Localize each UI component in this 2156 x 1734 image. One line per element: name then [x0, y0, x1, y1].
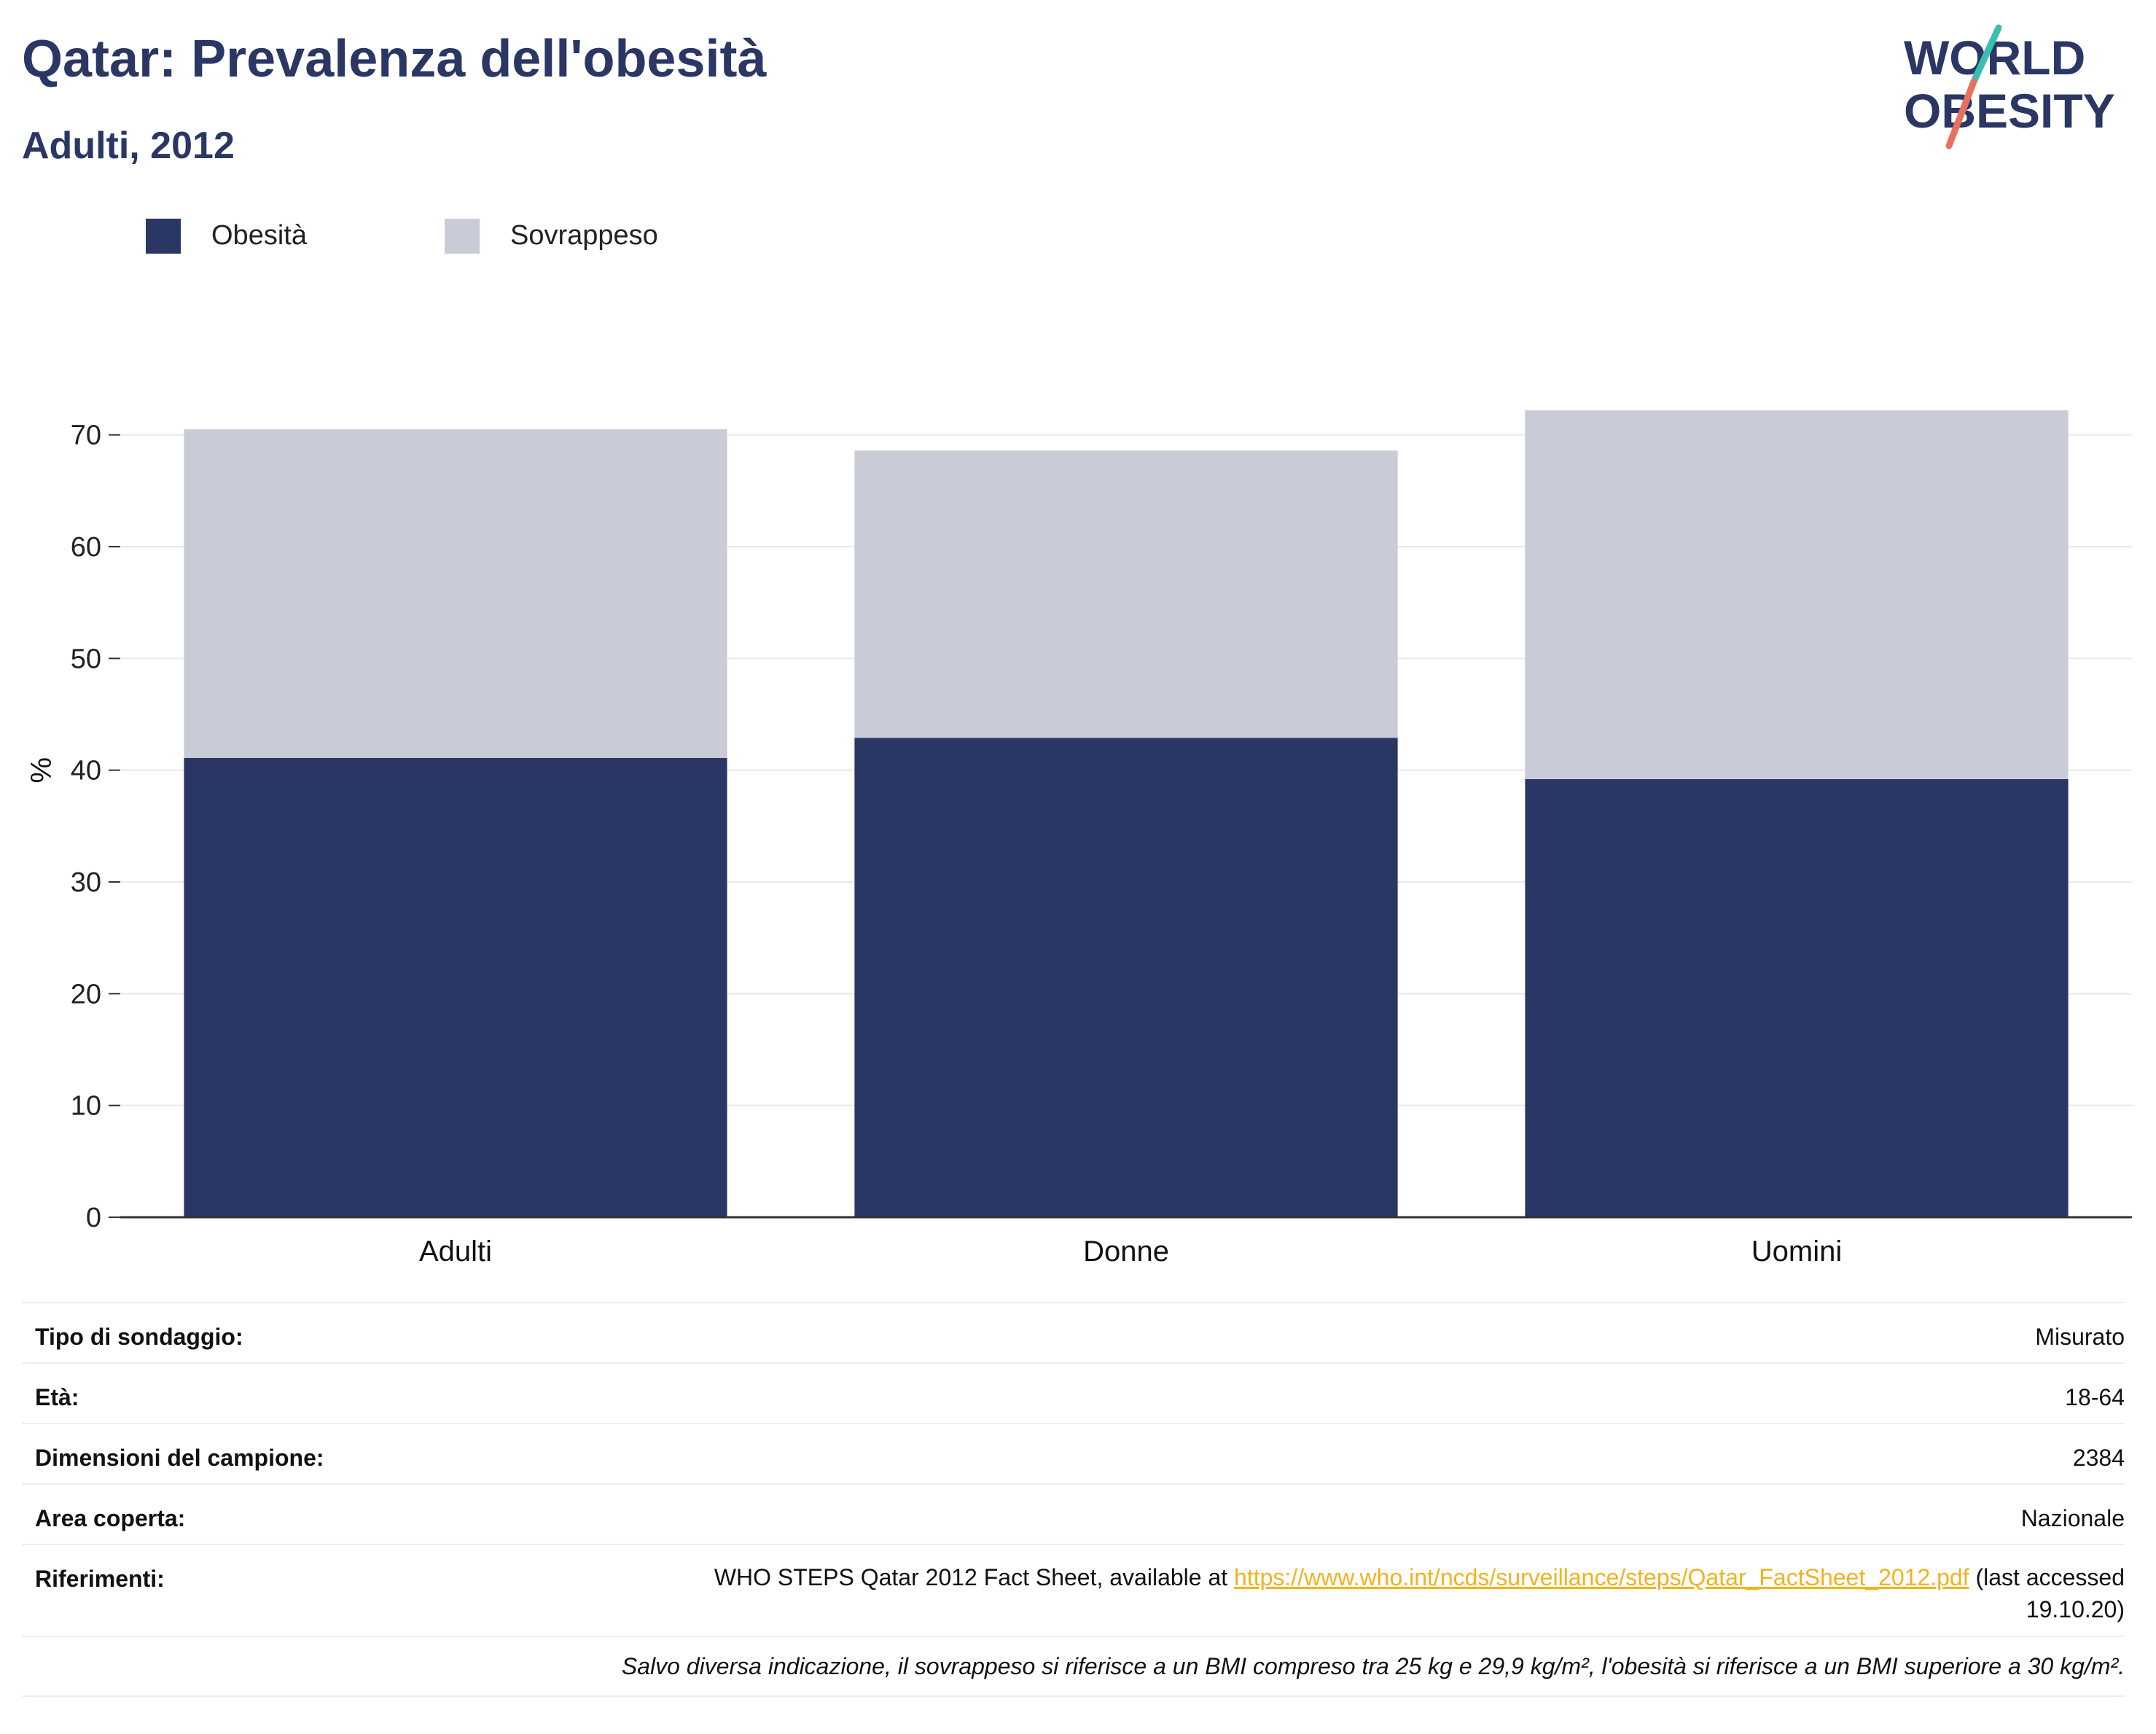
legend-label-overweight: Sovrappeso: [510, 220, 658, 251]
y-tick-label: 30: [71, 867, 101, 898]
survey-type-label: Tipo di sondaggio:: [35, 1324, 243, 1350]
sample-size-label: Dimensioni del campione:: [35, 1445, 324, 1471]
bar-overweight-adulti: [184, 429, 727, 758]
chart-title: Qatar: Prevalenza dell'obesità: [22, 30, 767, 88]
axes: 0 10 20 30 40 50 60 70 Adulti Donne Uomini: [71, 421, 2132, 1268]
y-tick-label: 20: [71, 979, 101, 1009]
age-label: Età:: [35, 1384, 79, 1410]
info-row-survey-type: Tipo di sondaggio: Misurato: [22, 1303, 2125, 1364]
references-text: WHO STEPS Qatar 2012 Fact Sheet, availab…: [714, 1564, 1235, 1590]
age-value: 18-64: [2065, 1384, 2125, 1410]
x-tick-label: Uomini: [1751, 1235, 1842, 1268]
bar-obesity-adulti: [184, 757, 727, 1217]
chart-subtitle: Adulti, 2012: [22, 125, 235, 167]
references-label: Riferimenti:: [35, 1566, 165, 1592]
x-tick-label: Donne: [1083, 1235, 1169, 1268]
survey-type-value: Misurato: [2035, 1324, 2125, 1350]
references-value: WHO STEPS Qatar 2012 Fact Sheet, availab…: [667, 1561, 2125, 1625]
area-value: Nazionale: [2020, 1505, 2125, 1531]
y-axis-label: %: [26, 757, 58, 784]
y-tick-label: 10: [71, 1091, 101, 1122]
bar-obesity-uomini: [1525, 778, 2069, 1217]
y-tick-label: 50: [71, 644, 101, 674]
definition-note-row: Salvo diversa indicazione, il sovrappeso…: [22, 1637, 2125, 1697]
references-text-after: (last accessed 19.10.20): [1969, 1564, 2125, 1622]
legend-label-obesity: Obesità: [211, 220, 307, 251]
info-row-references: Riferimenti: WHO STEPS Qatar 2012 Fact S…: [22, 1545, 2125, 1637]
y-tick-label: 60: [71, 532, 101, 563]
logo-slash-coral: [1945, 78, 1977, 149]
area-label: Area coperta:: [35, 1505, 186, 1531]
logo-text-obesity: OBESITY: [1904, 84, 2115, 138]
bars: [184, 410, 2069, 1217]
legend-swatch-obesity: [146, 219, 181, 254]
stacked-bar-chart: 0 10 20 30 40 50 60 70 Adulti Donne Uomini %: [26, 410, 2132, 1268]
y-tick-label: 70: [71, 421, 101, 451]
bar-obesity-donne: [854, 738, 1398, 1217]
definition-note: Salvo diversa indicazione, il sovrappeso…: [621, 1653, 2125, 1679]
y-tick-label: 0: [86, 1203, 101, 1233]
x-tick-label: Adulti: [419, 1235, 492, 1268]
legend-swatch-overweight: [445, 219, 480, 254]
info-row-age: Età: 18-64: [22, 1364, 2125, 1424]
info-row-area: Area coperta: Nazionale: [22, 1485, 2125, 1545]
sample-size-value: 2384: [2072, 1445, 2125, 1471]
bar-overweight-uomini: [1525, 410, 2069, 779]
logo-slash-teal: [1970, 24, 2002, 85]
y-tick-label: 40: [71, 756, 101, 786]
info-row-sample-size: Dimensioni del campione: 2384: [22, 1424, 2125, 1485]
bar-overweight-donne: [854, 450, 1398, 738]
world-obesity-logo: WORLD OBESITY: [1904, 24, 2115, 149]
references-link[interactable]: https://www.who.int/ncds/surveillance/st…: [1234, 1564, 1969, 1590]
info-table: Tipo di sondaggio: Misurato Età: 18-64 D…: [22, 1302, 2125, 1697]
